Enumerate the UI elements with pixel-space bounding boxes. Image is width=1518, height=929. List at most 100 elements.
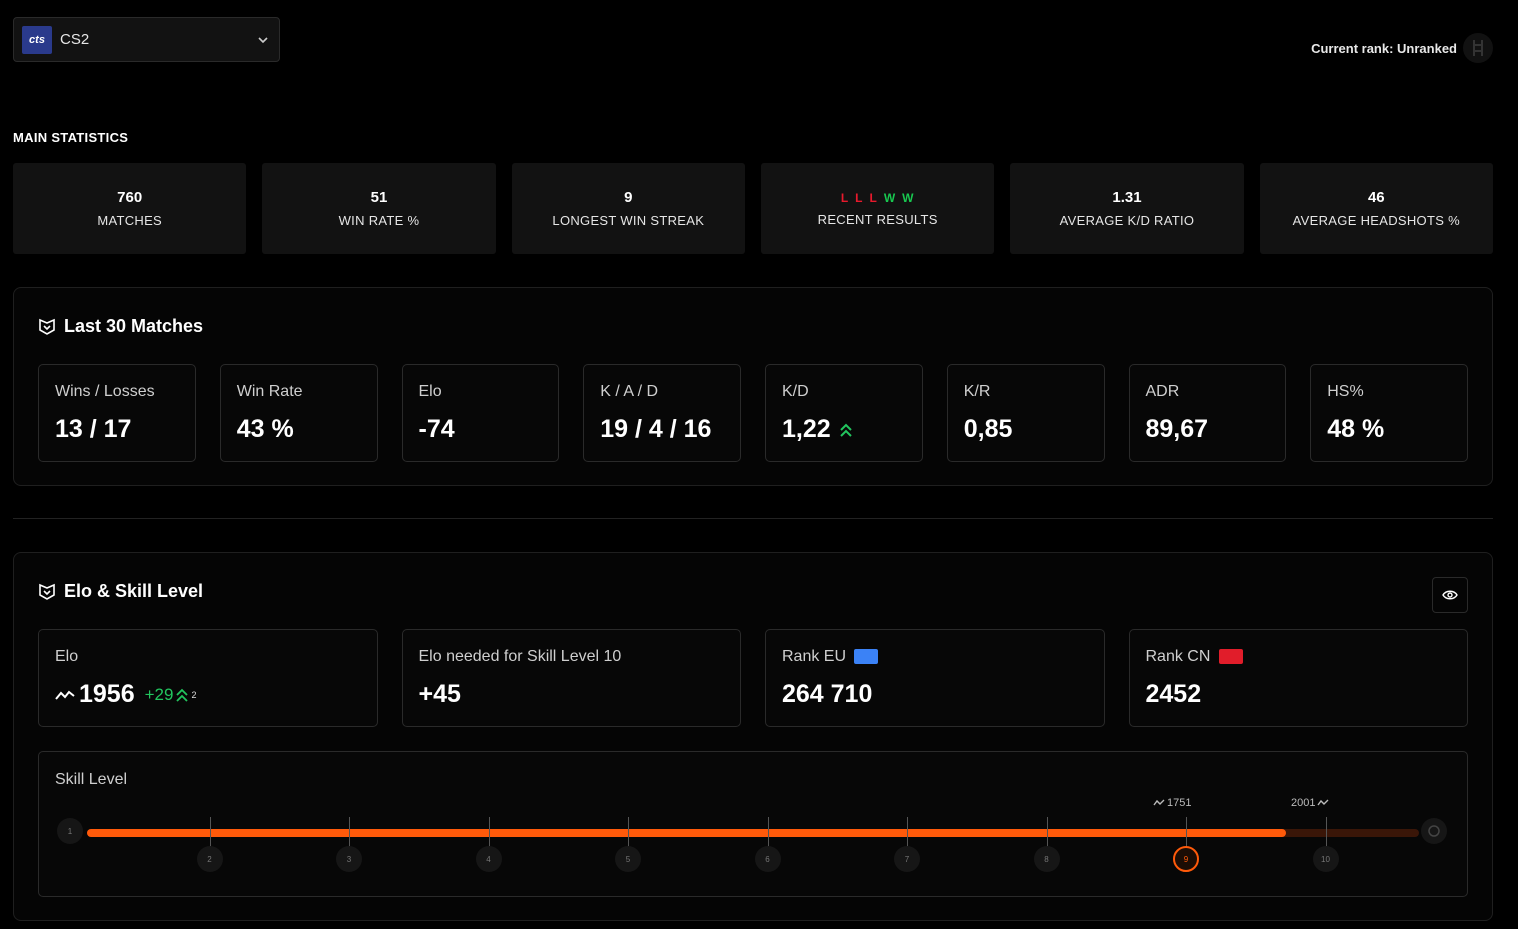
stat-average-kd: 1.31 AVERAGE K/D RATIO [1010, 163, 1244, 254]
cs2-logo-icon: cts [22, 25, 52, 54]
stat-card-hs: HS% 48 % [1310, 364, 1468, 462]
skill-tick [767, 817, 769, 849]
rank-icon [1463, 33, 1493, 63]
stat-label: RECENT RESULTS [817, 211, 938, 227]
card-value: -74 [418, 415, 455, 443]
elo-delta: +29 2 [139, 685, 197, 705]
current-rank-label: Current rank: Unranked [1311, 40, 1457, 56]
panel-title: Last 30 Matches [64, 316, 204, 336]
toggle-visibility-button[interactable] [1432, 577, 1468, 613]
stat-card-kd: K/D 1,22 [765, 364, 923, 462]
elo-range-low: 1751 [1153, 797, 1191, 809]
current-rank: Current rank: Unranked [1311, 33, 1493, 63]
stat-win-rate: 51 WIN RATE % [262, 163, 496, 254]
card-value: 1,22 [782, 415, 831, 443]
card-value: 2452 [1145, 680, 1202, 708]
skill-level-7-icon: 7 [894, 846, 920, 872]
card-label: HS% [1327, 383, 1364, 400]
card-value: +45 [418, 680, 461, 708]
stat-card-kr: K/R 0,85 [946, 364, 1105, 462]
card-label: K/R [963, 383, 991, 400]
stat-card-adr: ADR 89,67 [1128, 364, 1287, 462]
elo-value-row: 1956 +29 2 [55, 680, 361, 709]
main-statistics-title: MAIN STATISTICS [13, 130, 129, 145]
elo-delta-value: +29 [144, 684, 174, 704]
card-value-row: 1,22 [782, 415, 906, 444]
elo-cards: Elo 1956 +29 2 Elo needed for Skill Leve… [38, 629, 1468, 727]
skill-tick [1046, 817, 1048, 849]
skill-tick [628, 817, 629, 849]
stat-card-wins-losses: Wins / Losses 13 / 17 [38, 364, 196, 462]
eu-flag-icon [854, 649, 879, 665]
skill-tick [907, 817, 908, 849]
card-label: Wins / Losses [55, 383, 155, 400]
card-label: Skill Level [55, 771, 128, 788]
panel-header: Last 30 Matches [38, 316, 203, 337]
stat-value: 46 [1367, 189, 1385, 206]
card-value: 0,85 [963, 415, 1013, 443]
elo-needed-card: Elo needed for Skill Level 10 +45 [401, 629, 741, 727]
last-30-matches-panel: Last 30 Matches Wins / Losses 13 / 17 Wi… [13, 287, 1493, 486]
card-value: 48 % [1327, 415, 1385, 443]
stat-value: 9 [624, 189, 633, 206]
stat-card-elo: Elo -74 [401, 364, 560, 462]
skill-level-4-icon: 4 [475, 846, 502, 872]
section-divider [13, 518, 1493, 519]
faceit-icon [39, 318, 55, 335]
result-badge: L [840, 190, 850, 205]
game-name: CS2 [60, 31, 90, 48]
stat-average-headshots: 46 AVERAGE HEADSHOTS % [1259, 163, 1493, 254]
skill-level-3-icon: 3 [336, 846, 362, 872]
skill-tick [1186, 817, 1187, 849]
card-label: ADR [1145, 383, 1180, 400]
elo-range-low-value: 1751 [1167, 797, 1192, 809]
skill-tick [209, 817, 211, 849]
stat-card-kad: K / A / D 19 / 4 / 16 [583, 364, 741, 462]
stat-recent-results: L L L W W RECENT RESULTS [760, 163, 995, 254]
recent-results-list: L L L W W [841, 191, 915, 205]
card-label: Win Rate [236, 383, 303, 400]
card-label: K / A / D [600, 383, 659, 400]
stat-label: WIN RATE % [338, 213, 420, 228]
skill-tick [349, 817, 350, 849]
game-selector[interactable]: cts CS2 [13, 17, 280, 62]
panel-header: Elo & Skill Level [38, 581, 203, 602]
card-label: Rank CN [1145, 648, 1211, 665]
result-badge: L [869, 190, 878, 205]
card-label: Elo needed for Skill Level 10 [418, 648, 622, 665]
card-label: Elo [418, 383, 442, 400]
card-value: 13 / 17 [55, 415, 132, 443]
skill-level-card: Skill Level 1751 2001 1 2 3 4 5 6 7 8 9 10 [38, 751, 1468, 897]
result-badge: L [855, 190, 864, 205]
elo-card: Elo 1956 +29 2 [38, 629, 378, 727]
skill-progress-fill [87, 829, 1286, 837]
last-30-stats: Wins / Losses 13 / 17 Win Rate 43 % Elo … [38, 364, 1468, 462]
stat-label: MATCHES [97, 213, 163, 228]
card-label: K/D [782, 383, 809, 400]
double-chevron-up-icon [176, 688, 189, 702]
skill-tick [488, 817, 490, 849]
skill-level-9-icon: 9 [1173, 846, 1199, 872]
card-label: Elo [55, 648, 79, 665]
result-badge: W [883, 190, 897, 205]
cn-flag-icon [1218, 649, 1243, 665]
card-value: 89,67 [1145, 415, 1209, 443]
stat-value: 51 [370, 189, 388, 206]
trophy-icon [1421, 818, 1447, 844]
trend-icon [1153, 799, 1165, 806]
chevron-down-icon [258, 36, 268, 43]
elo-range-high-value: 2001 [1291, 797, 1316, 809]
card-value: 19 / 4 / 16 [600, 415, 712, 443]
elo-skill-panel: Elo & Skill Level Elo 1956 +29 2 Elo nee… [13, 552, 1493, 921]
card-value: 43 % [236, 415, 294, 443]
card-label-row: Rank CN [1146, 648, 1452, 666]
trend-icon [55, 690, 75, 700]
stat-value: 760 [117, 189, 143, 206]
skill-level-6-icon: 6 [754, 846, 781, 872]
rank-cn-card: Rank CN 2452 [1128, 629, 1468, 727]
panel-title: Elo & Skill Level [64, 581, 204, 601]
card-label-row: Rank EU [782, 648, 1088, 666]
stat-label: AVERAGE HEADSHOTS % [1292, 213, 1460, 228]
stat-value: 1.31 [1112, 189, 1142, 206]
skill-tick [1325, 817, 1327, 849]
